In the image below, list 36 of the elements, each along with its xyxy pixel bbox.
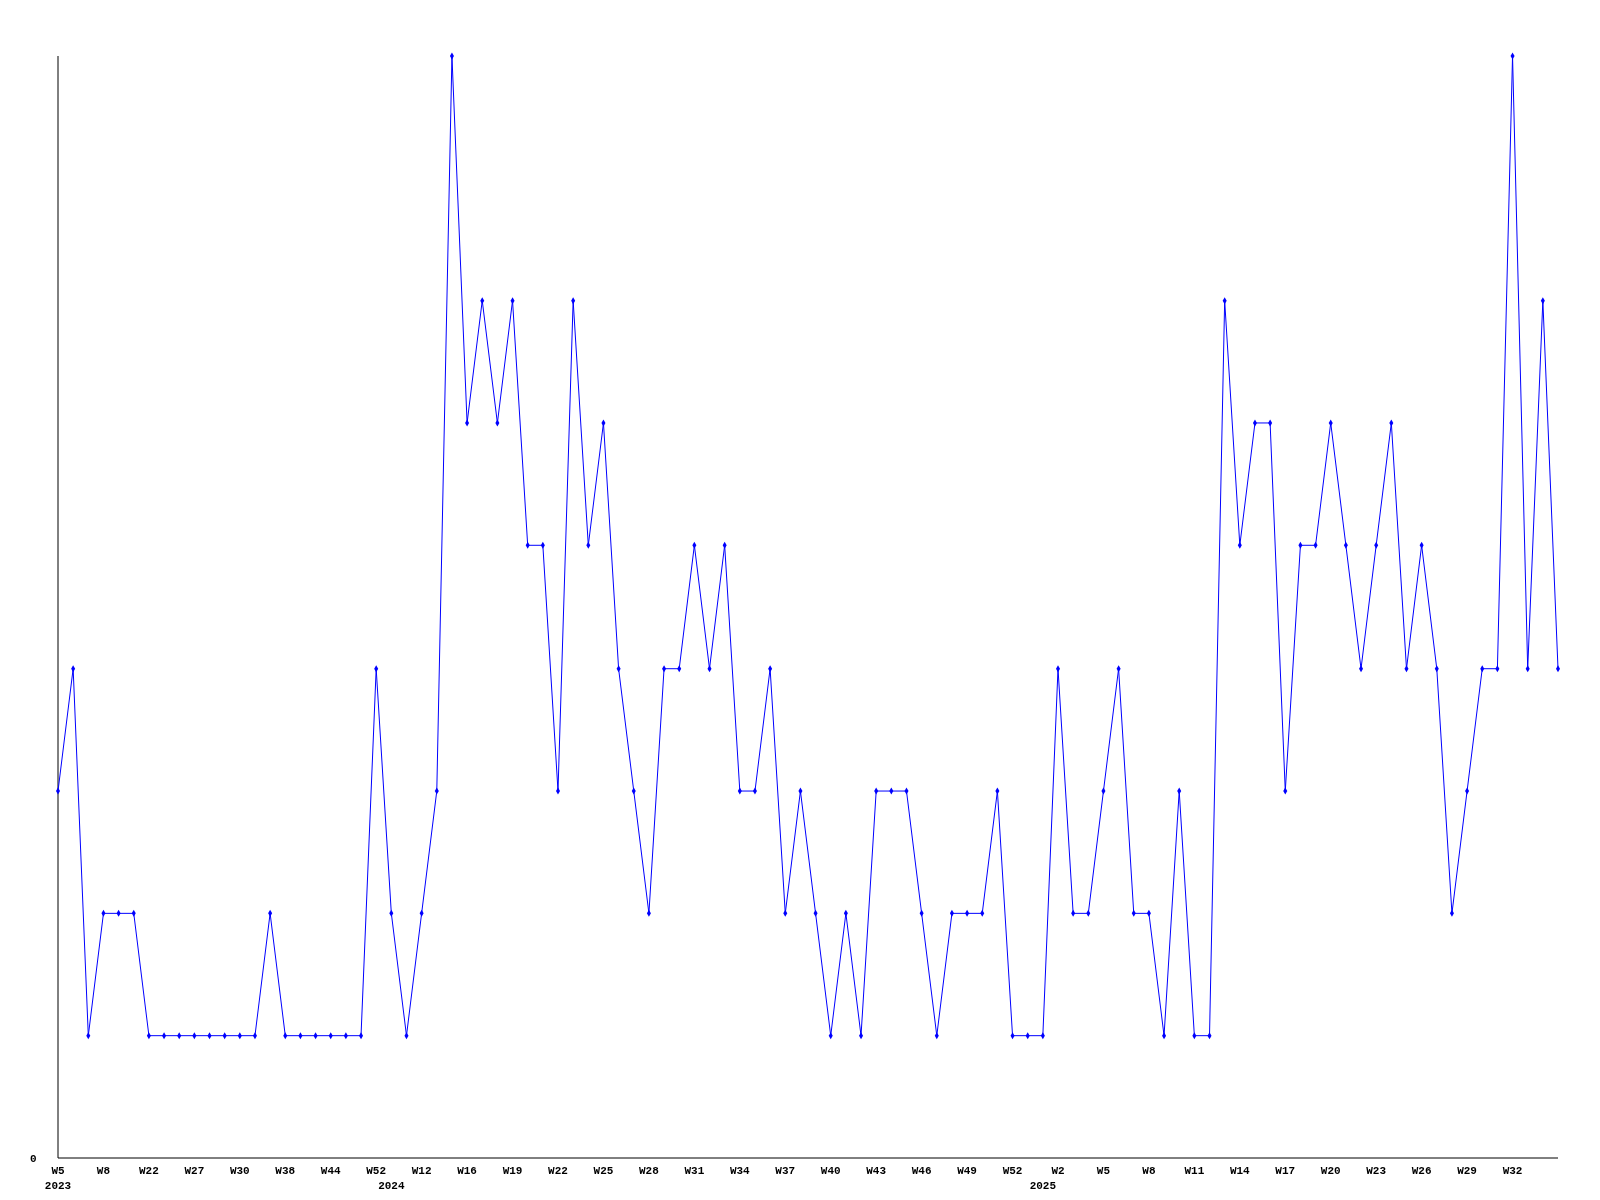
x-tick-label: W40 bbox=[820, 1165, 841, 1177]
x-tick-label: W25 bbox=[593, 1165, 614, 1177]
x-tick-label: W19 bbox=[502, 1165, 523, 1177]
x-tick-label: W43 bbox=[866, 1165, 887, 1177]
x-tick-label: W28 bbox=[639, 1165, 660, 1177]
text: 0 bbox=[30, 1153, 37, 1165]
x-tick-label: W31 bbox=[684, 1165, 705, 1177]
x-tick-label: W8 bbox=[1142, 1165, 1156, 1177]
x-tick-label: W16 bbox=[457, 1165, 477, 1177]
x-tick-label: W26 bbox=[1411, 1165, 1432, 1177]
x-tick-label: W29 bbox=[1457, 1165, 1477, 1177]
x-tick-label: W22 bbox=[548, 1165, 568, 1177]
x-tick-label: W5 2023 bbox=[44, 1165, 72, 1192]
x-tick-label: W14 bbox=[1229, 1165, 1251, 1177]
x-tick-label: W34 bbox=[729, 1165, 751, 1177]
x-tick-label: W27 bbox=[184, 1165, 205, 1177]
x-tick-label: W17 bbox=[1275, 1165, 1296, 1177]
x-tick-label: W11 bbox=[1184, 1165, 1205, 1177]
x-tick-label: W37 bbox=[775, 1165, 796, 1177]
x-tick-label: W49 bbox=[957, 1165, 977, 1177]
x-tick-label: W46 bbox=[911, 1165, 932, 1177]
x-tick-label: W23 bbox=[1366, 1165, 1387, 1177]
x-tick-label: W2 bbox=[1051, 1165, 1065, 1177]
x-tick-label: 2025 bbox=[1029, 1180, 1057, 1192]
x-tick-label: W20 bbox=[1320, 1165, 1341, 1177]
x-tick-label: W52 bbox=[366, 1165, 387, 1177]
x-tick-label: W12 bbox=[411, 1165, 432, 1177]
x-tick-label: W52 bbox=[1002, 1165, 1023, 1177]
x-tick-label: 2024 bbox=[378, 1180, 405, 1192]
x-tick-label: W44 bbox=[320, 1165, 342, 1177]
x-tick-label: W22 bbox=[139, 1165, 159, 1177]
x-tick-label: W38 bbox=[275, 1165, 296, 1177]
x-tick-label: W8 bbox=[96, 1165, 111, 1177]
x-tick-label: W32 bbox=[1502, 1165, 1523, 1177]
x-tick-label: W30 bbox=[229, 1165, 250, 1177]
x-tick-label: W5 bbox=[1096, 1165, 1111, 1177]
